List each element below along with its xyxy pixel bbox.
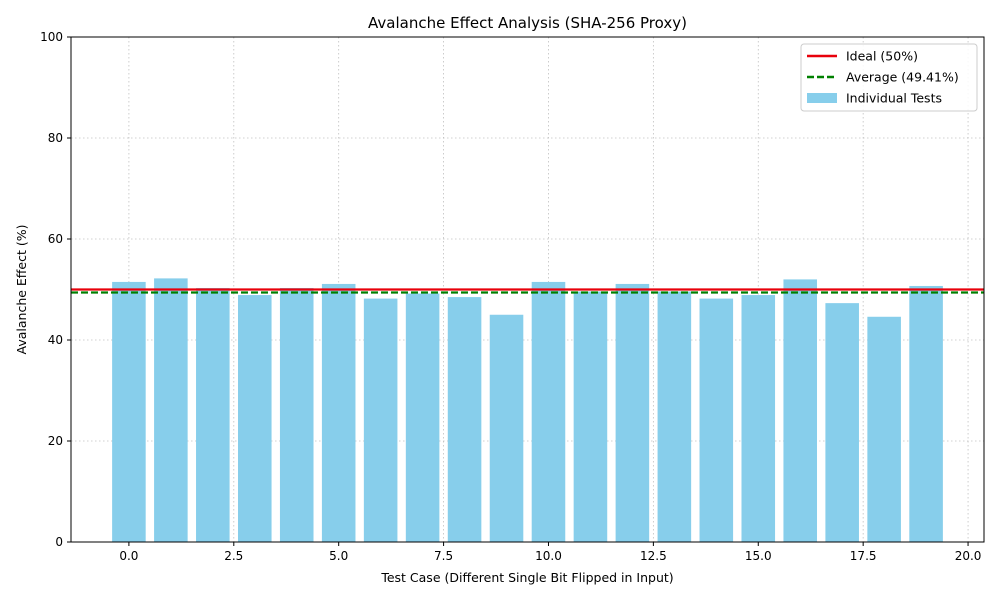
- bar: [615, 283, 650, 542]
- bar: [825, 303, 859, 542]
- x-tick-label: 7.5: [434, 549, 453, 563]
- bar: [196, 287, 230, 542]
- x-tick-label: 0.0: [119, 549, 138, 563]
- y-tick-label: 0: [55, 535, 63, 549]
- bar: [573, 291, 608, 542]
- bar: [237, 295, 272, 542]
- x-tick-label: 12.5: [640, 549, 667, 563]
- bar: [321, 283, 356, 542]
- bar: [783, 279, 818, 542]
- y-axis-label: Avalanche Effect (%): [14, 225, 29, 355]
- bar: [531, 281, 566, 542]
- bar: [405, 293, 440, 542]
- ticks: 0.0 2.5 5.0 7.5 10.0 12.5 15.0 17.5 20.0 0 20 40 60 8…: [40, 30, 981, 563]
- x-tick-label: 2.5: [224, 549, 243, 563]
- legend-tests-label: Individual Tests: [846, 91, 942, 106]
- bar: [699, 298, 734, 542]
- bar: [154, 278, 188, 542]
- y-tick-label: 40: [48, 333, 63, 347]
- x-tick-label: 15.0: [745, 549, 772, 563]
- x-tick-label: 5.0: [329, 549, 348, 563]
- chart-title: Avalanche Effect Analysis (SHA-256 Proxy…: [368, 14, 687, 32]
- x-tick-label: 20.0: [955, 549, 982, 563]
- bar: [363, 298, 398, 542]
- bar: [112, 281, 146, 542]
- reference-lines: [71, 288, 984, 294]
- y-tick-label: 20: [48, 434, 63, 448]
- bar: [447, 297, 482, 542]
- bar: [741, 295, 776, 542]
- legend-box: [800, 43, 978, 112]
- x-tick-label: 17.5: [850, 549, 877, 563]
- legend-average-label: Average (49.41%): [846, 70, 959, 85]
- bar: [279, 287, 314, 542]
- x-tick-label: 10.0: [535, 549, 562, 563]
- bar: [867, 316, 901, 542]
- bar: [657, 291, 692, 542]
- legend-ideal-label: Ideal (50%): [846, 49, 918, 64]
- y-tick-label: 100: [40, 30, 63, 44]
- bar: [489, 314, 524, 542]
- bars: [112, 278, 943, 542]
- plot-frame: [70, 36, 985, 543]
- legend-tests-swatch: [807, 93, 837, 103]
- legend: Ideal (50%) Average (49.41%) Individual …: [800, 43, 978, 112]
- y-tick-label: 80: [48, 131, 63, 145]
- bar: [909, 285, 943, 542]
- x-axis-label: Test Case (Different Single Bit Flipped …: [380, 570, 673, 585]
- y-tick-label: 60: [48, 232, 63, 246]
